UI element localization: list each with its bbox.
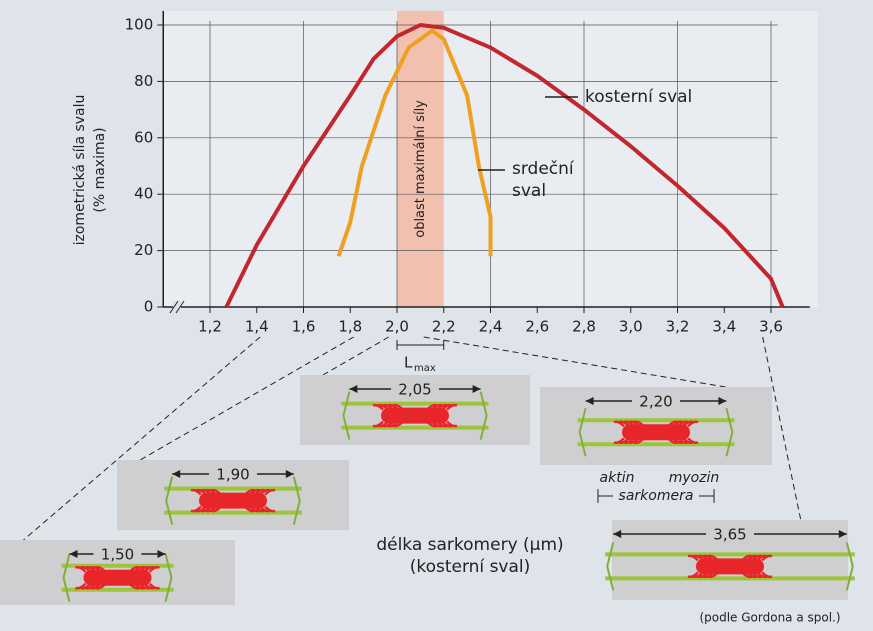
series-label: srdeční sval — [512, 158, 572, 202]
myosin — [199, 493, 267, 509]
x-tick-label: 3,2 — [666, 318, 690, 336]
length-label: 2,20 — [639, 393, 672, 411]
figure: izometrická síla svalu (% maxima) délka … — [0, 0, 873, 631]
y-tick-label: 20 — [134, 241, 153, 259]
length-label: 1,90 — [216, 466, 249, 484]
lmax-sub: max — [414, 363, 436, 374]
x-tick-label: 2,6 — [525, 318, 549, 336]
x-tick-label: 3,6 — [759, 318, 783, 336]
myosin — [696, 558, 764, 574]
chart: izometrická síla svalu (% maxima) délka … — [0, 0, 873, 631]
y-axis-label: izometrická síla svalu — [72, 95, 88, 246]
length-label: 2,05 — [398, 381, 431, 399]
sarcomere-panel: 3,65 — [605, 337, 855, 600]
x-tick-label: 2,0 — [385, 318, 409, 336]
sarcomere-label: sarkomera — [619, 488, 694, 504]
length-label: 1,50 — [101, 546, 134, 564]
band-label: oblast maximální síly — [413, 100, 428, 238]
x-tick-label: 2,2 — [432, 318, 456, 336]
x-tick-label: 1,2 — [198, 318, 222, 336]
y-axis-label: (% maxima) — [92, 127, 108, 212]
myosin — [84, 570, 152, 586]
y-tick-label: 40 — [134, 185, 153, 203]
x-tick-label: 2,8 — [572, 318, 596, 336]
sarcomere-panel: 2,05 — [300, 337, 530, 445]
x-tick-label: 1,8 — [338, 318, 362, 336]
x-tick-label: 1,4 — [245, 318, 269, 336]
myosin — [622, 424, 690, 440]
x-axis-label: (kosterní sval) — [410, 557, 531, 577]
y-tick-label: 0 — [144, 298, 154, 316]
x-tick-label: 1,6 — [292, 318, 316, 336]
myosin — [381, 408, 449, 424]
myosin-label: myozin — [669, 470, 720, 486]
x-tick-label: 2,4 — [479, 318, 503, 336]
y-tick-label: 60 — [134, 128, 153, 146]
x-tick-label: 3,4 — [712, 318, 736, 336]
length-label: 3,65 — [713, 526, 746, 544]
lmax-label: L — [404, 354, 413, 372]
y-tick-label: 100 — [125, 16, 154, 34]
x-axis-label: délka sarkomery (µm) — [376, 535, 563, 555]
source-note: (podle Gordona a spol.) — [699, 611, 840, 625]
connector — [323, 337, 389, 375]
series-label: kosterní sval — [585, 86, 692, 108]
x-tick-label: 3,0 — [619, 318, 643, 336]
y-tick-label: 80 — [134, 72, 153, 90]
actin-label: aktin — [600, 470, 635, 486]
